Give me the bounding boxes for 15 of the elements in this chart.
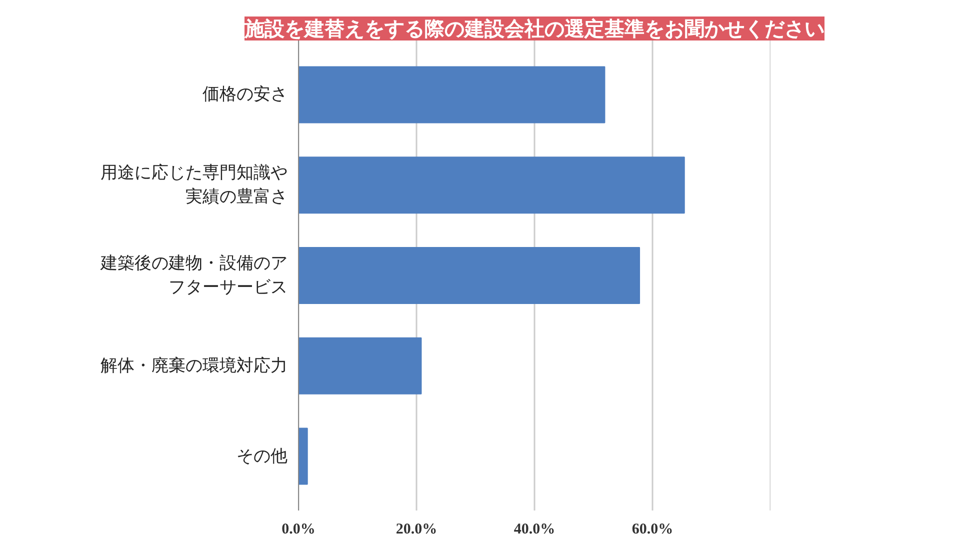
bar: [298, 246, 640, 304]
y-tick-label: その他: [236, 446, 288, 466]
y-tick-label: 解体・廃棄の環境対応力: [100, 356, 288, 376]
x-tick-label: 20.0%: [396, 522, 438, 538]
x-tick-label: 0.0%: [282, 522, 316, 538]
bar: [298, 66, 606, 124]
x-tick-label: 40.0%: [514, 522, 556, 538]
x-tick-label: 60.0%: [632, 522, 674, 538]
y-tick-label: 用途に応じた専門知識や実績の豊富さ: [100, 163, 288, 208]
y-tick-label: 価格の安さ: [202, 84, 288, 105]
y-tick-label: 建築後の建物・設備のアフターサービス: [100, 254, 288, 298]
bar: [298, 428, 308, 485]
bar: [298, 156, 685, 214]
bar: [298, 337, 422, 394]
chart-title: 施設を建替えをする際の建設会社の選定基準をお聞かせください: [244, 16, 824, 40]
